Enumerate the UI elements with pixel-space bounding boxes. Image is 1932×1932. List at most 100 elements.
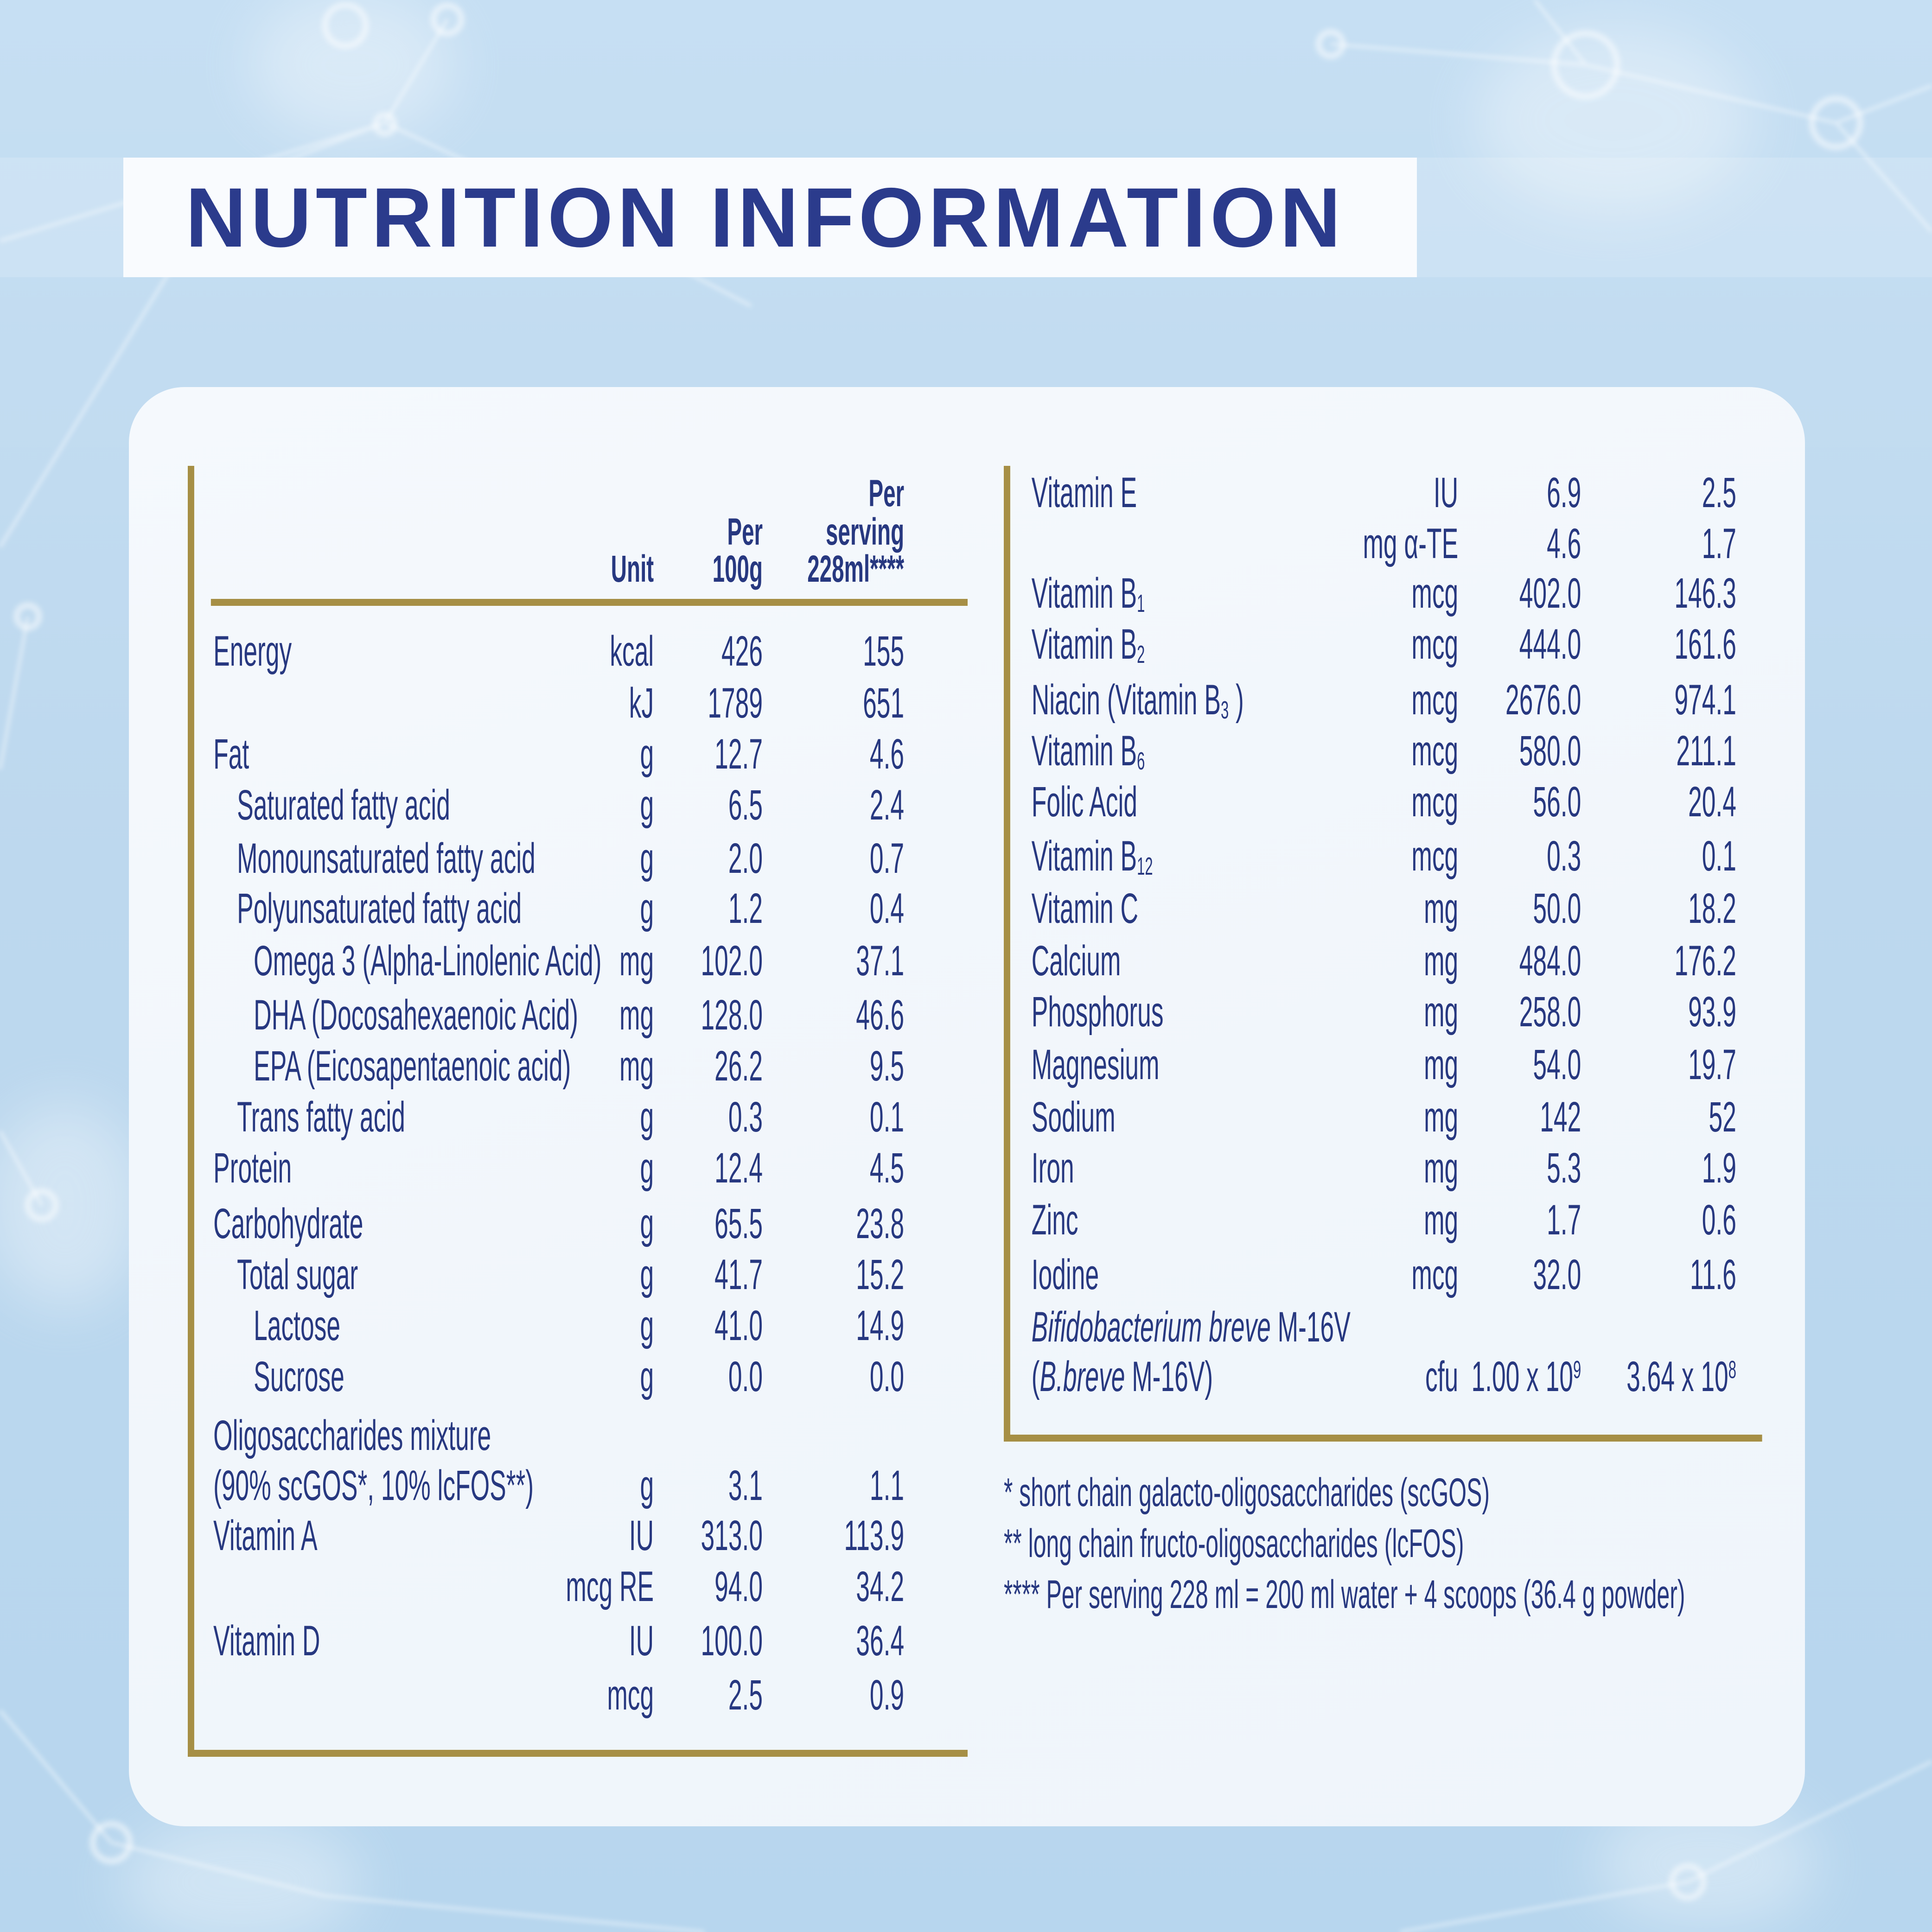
- nutrient-label: Fat: [213, 731, 249, 778]
- per-serving-cell: 11.6: [1690, 1251, 1736, 1298]
- per-100g-cell: 2.5: [728, 1671, 763, 1719]
- nutrient-label: Bifidobacterium breve M-16V: [1031, 1303, 1351, 1351]
- table-row: Folic Acid mcg 56.0 20.4: [1004, 776, 1762, 828]
- per-serving-cell: 34.2: [856, 1563, 905, 1610]
- per-serving-cell: 37.1: [856, 937, 905, 985]
- unit-cell: g: [640, 782, 654, 829]
- table-row: Vitamin B2 mcg 444.0 161.6: [1004, 618, 1762, 670]
- per-100g-cell: 1.2: [728, 885, 763, 932]
- unit-cell: mg: [619, 991, 654, 1039]
- per-serving-cell: 1.9: [1702, 1144, 1736, 1192]
- unit-cell: mcg: [1411, 621, 1459, 668]
- table-row: (B.breve M-16V) cfu 1.00 x 109 3.64 x 108: [1004, 1351, 1762, 1403]
- unit-cell: mg: [1424, 1196, 1459, 1244]
- per-100g-cell: 484.0: [1519, 937, 1581, 985]
- nutrient-label: Iodine: [1031, 1251, 1099, 1298]
- nutrient-label: Vitamin D: [213, 1617, 320, 1665]
- column-header-per-serving: Per: [868, 472, 905, 515]
- unit-cell: g: [640, 1093, 654, 1141]
- table-row: DHA (Docosahexaenoic Acid) mg 128.0 46.6: [188, 989, 968, 1041]
- unit-cell: mcg: [607, 1671, 654, 1719]
- nutrient-label: Energy: [213, 628, 292, 675]
- per-100g-cell: 5.3: [1547, 1144, 1581, 1192]
- per-serving-cell: 2.4: [869, 782, 905, 829]
- per-100g-cell: 580.0: [1519, 727, 1581, 775]
- table-row: Iron mg 5.3 1.9: [1004, 1142, 1762, 1194]
- per-100g-cell: 41.7: [714, 1251, 763, 1298]
- per-serving-cell: 113.9: [844, 1512, 905, 1559]
- per-100g-cell: 6.9: [1547, 469, 1581, 516]
- per-100g-cell: 0.3: [728, 1093, 763, 1141]
- unit-cell: g: [640, 1251, 654, 1298]
- per-serving-cell: 15.2: [856, 1251, 905, 1298]
- unit-cell: g: [640, 1302, 654, 1349]
- unit-cell: mcg: [1411, 833, 1459, 880]
- per-100g-cell: 100.0: [701, 1617, 763, 1665]
- per-serving-cell: 974.1: [1674, 676, 1736, 724]
- per-100g-cell: 444.0: [1519, 621, 1581, 668]
- nutrient-label: Sodium: [1031, 1093, 1116, 1141]
- per-serving-cell: 155: [863, 628, 905, 675]
- column-header-per-100g: 100g: [712, 548, 763, 590]
- nutrient-label: EPA (Eicosapentaenoic acid): [254, 1042, 571, 1090]
- nutrient-label: Vitamin B2: [1031, 621, 1145, 668]
- unit-cell: mcg RE: [566, 1563, 654, 1610]
- nutrient-label: Vitamin B6: [1031, 727, 1145, 775]
- per-100g-cell: 12.4: [714, 1144, 763, 1192]
- per-100g-cell: 142: [1540, 1093, 1581, 1141]
- per-serving-cell: 651: [863, 680, 905, 727]
- table-row: Vitamin E IU 6.9 2.5: [1004, 467, 1762, 519]
- per-serving-cell: 93.9: [1688, 988, 1736, 1036]
- nutrient-label: Monounsaturated fatty acid: [237, 835, 536, 882]
- nutrient-label: Niacin (Vitamin B3 ): [1031, 676, 1244, 724]
- table-row: kJ 1789 651: [188, 677, 968, 729]
- nutrient-label: Vitamin B12: [1031, 833, 1153, 880]
- nutrient-label: Iron: [1031, 1144, 1074, 1192]
- per-serving-cell: 0.4: [869, 885, 905, 932]
- table-row: Calcium mg 484.0 176.2: [1004, 935, 1762, 987]
- nutrition-card: [129, 387, 1805, 1826]
- table-right-bottom-line: [1004, 1435, 1762, 1442]
- unit-cell: mg: [1424, 1144, 1459, 1192]
- per-serving-cell: 161.6: [1674, 621, 1736, 668]
- per-100g-cell: 0.0: [728, 1353, 763, 1400]
- nutrient-label: Carbohydrate: [213, 1200, 363, 1247]
- nutrient-label: (90% scGOS*, 10% lcFOS**): [213, 1462, 534, 1509]
- per-serving-cell: 0.0: [869, 1353, 905, 1400]
- unit-cell: mg: [1424, 1041, 1459, 1088]
- footnote-per-serving: **** Per serving 228 ml = 200 ml water +…: [1004, 1572, 1685, 1617]
- per-100g-cell: 313.0: [701, 1512, 763, 1559]
- per-100g-cell: 50.0: [1533, 885, 1581, 932]
- unit-cell: mg: [619, 937, 654, 985]
- unit-cell: g: [640, 885, 654, 932]
- table-row: Vitamin B12 mcg 0.3 0.1: [1004, 830, 1762, 882]
- nutrient-label: Total sugar: [237, 1251, 358, 1298]
- unit-cell: kJ: [629, 680, 654, 727]
- unit-cell: kcal: [610, 628, 654, 675]
- table-row: Iodine mcg 32.0 11.6: [1004, 1249, 1762, 1301]
- per-serving-cell: 9.5: [869, 1042, 905, 1090]
- per-serving-cell: 36.4: [856, 1617, 905, 1665]
- table-row: (90% scGOS*, 10% lcFOS**) g 3.1 1.1: [188, 1460, 968, 1512]
- per-100g-cell: 54.0: [1533, 1041, 1581, 1088]
- per-serving-cell: 19.7: [1688, 1041, 1736, 1088]
- table-row: Omega 3 (Alpha-Linolenic Acid) mg 102.0 37.…: [188, 935, 968, 987]
- column-header-per-serving: serving: [825, 511, 905, 553]
- per-100g-cell: 1.7: [1547, 1196, 1581, 1244]
- per-100g-cell: 0.3: [1547, 833, 1581, 880]
- nutrient-label: Polyunsaturated fatty acid: [237, 885, 522, 932]
- unit-cell: g: [640, 1353, 654, 1400]
- table-row: mcg RE 94.0 34.2: [188, 1561, 968, 1613]
- unit-cell: IU: [629, 1512, 654, 1559]
- unit-cell: g: [640, 1144, 654, 1192]
- per-serving-cell: 4.5: [869, 1144, 905, 1192]
- per-100g-cell: 426: [721, 628, 763, 675]
- per-serving-cell: 1.7: [1702, 520, 1736, 567]
- per-100g-cell: 102.0: [701, 937, 763, 985]
- per-serving-cell: 14.9: [856, 1302, 905, 1349]
- table-row: Vitamin C mg 50.0 18.2: [1004, 883, 1762, 934]
- table-row: Vitamin B1 mcg 402.0 146.3: [1004, 567, 1762, 619]
- nutrient-label: Saturated fatty acid: [237, 782, 450, 829]
- unit-cell: g: [640, 1200, 654, 1247]
